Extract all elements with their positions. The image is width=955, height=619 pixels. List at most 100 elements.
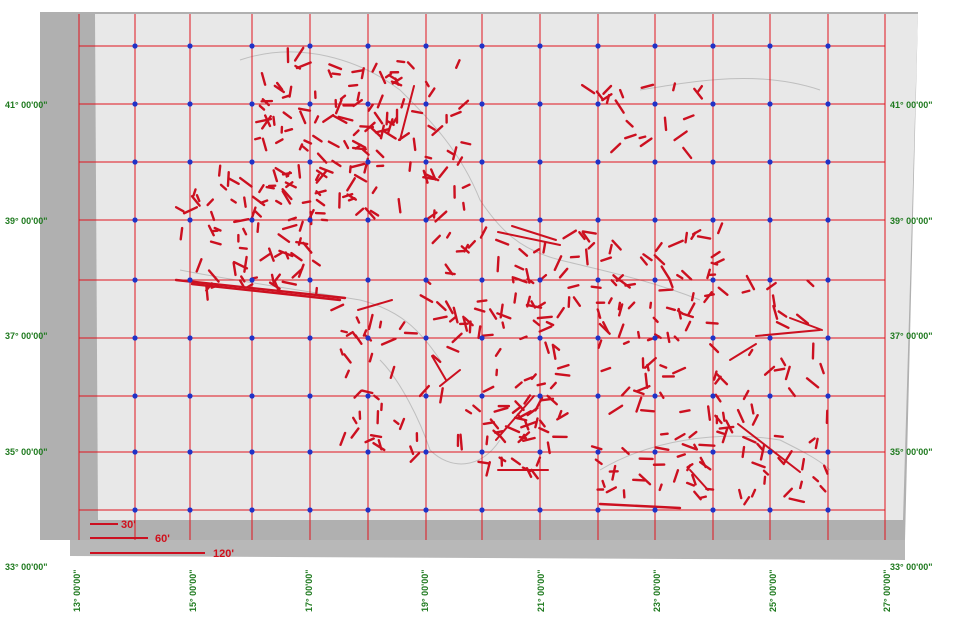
grid-node [187,393,192,398]
grid-node [423,393,428,398]
displacement-vector [283,173,291,174]
displacement-vector [641,410,653,411]
displacement-vector [764,477,765,484]
grid-node [423,43,428,48]
grid-node [479,393,484,398]
displacement-vector [503,323,504,328]
displacement-vector [699,445,714,446]
displacement-vector [258,223,259,231]
displacement-vector [405,333,417,334]
grid-node [652,101,657,106]
displacement-vector [219,166,220,176]
grid-node [595,43,600,48]
displacement-vector [228,172,229,186]
grid-node [537,393,542,398]
displacement-vector [723,413,724,421]
grid-node [307,507,312,512]
grid-node [187,277,192,282]
grid-node [595,101,600,106]
displacement-vector [273,117,274,125]
displacement-vector [556,374,569,376]
displacement-vector [303,201,310,202]
displacement-vector [571,257,579,258]
grid-node [710,335,715,340]
grid-node [187,101,192,106]
displacement-vector [487,437,488,445]
displacement-vector [707,323,718,324]
displacement-vector [708,406,710,419]
lon-label-15: 15° 00'00" [188,569,198,612]
grid-node [767,43,772,48]
grid-node [307,217,312,222]
grid-node [652,43,657,48]
displacement-vector [650,303,651,308]
grid-node [710,277,715,282]
scale-label-30: 30' [121,519,136,531]
grid-node [423,449,428,454]
displacement-vector [538,317,552,318]
grid-node [187,43,192,48]
grid-node [132,393,137,398]
displacement-vector [668,333,670,342]
displacement-vector [353,148,366,149]
lat-label-41: 41° 00'00" [5,100,48,110]
displacement-vector [586,250,587,265]
grid-node [307,393,312,398]
grid-node [595,507,600,512]
lon-label-21: 21° 00'00" [536,569,546,612]
displacement-vector [255,138,260,139]
grid-node [652,277,657,282]
grid-node [767,101,772,106]
grid-node [187,449,192,454]
displacement-vector [592,287,601,288]
grid-node [132,159,137,164]
displacement-vector [463,203,464,210]
grid-node [767,159,772,164]
lon-label-13: 13° 00'00" [72,569,82,612]
grid-node [479,217,484,222]
displacement-vector [426,157,431,158]
grid-node [479,335,484,340]
grid-node [187,507,192,512]
grid-node [537,277,542,282]
grid-node [825,101,830,106]
scale-label-120: 120' [213,548,234,560]
grid-node [365,277,370,282]
displacement-vector [686,233,687,242]
displacement-vector [520,437,526,438]
displacement-vector [358,93,359,100]
lon-label-17: 17° 00'00" [304,569,314,612]
grid-node [710,507,715,512]
grid-node [249,159,254,164]
displacement-vector [414,139,415,150]
displacement-vector [446,273,455,274]
grid-node [365,449,370,454]
displacement-vector [479,326,481,337]
grid-node [825,449,830,454]
scale-label-60: 60' [155,533,170,545]
lat-label-41-right: 41° 00'00" [890,100,933,110]
grid-node [595,335,600,340]
displacement-vector [461,435,462,450]
lat-label-33: 33° 00'00" [5,562,48,572]
displacement-vector [515,294,516,303]
grid-node [825,507,830,512]
grid-node [365,101,370,106]
grid-node [652,217,657,222]
grid-node [537,101,542,106]
lat-label-37: 37° 00'00" [5,331,48,341]
grid-node [365,43,370,48]
displacement-vector [544,242,546,252]
grid-node [537,217,542,222]
grid-node [423,507,428,512]
grid-node [249,335,254,340]
grid-node [423,159,428,164]
grid-node [307,159,312,164]
grid-node [132,43,137,48]
displacement-vector [638,332,639,338]
displacement-vector [316,288,317,294]
grid-node [595,449,600,454]
grid-node [767,449,772,454]
displacement-vector [665,118,666,130]
grid-node [652,159,657,164]
